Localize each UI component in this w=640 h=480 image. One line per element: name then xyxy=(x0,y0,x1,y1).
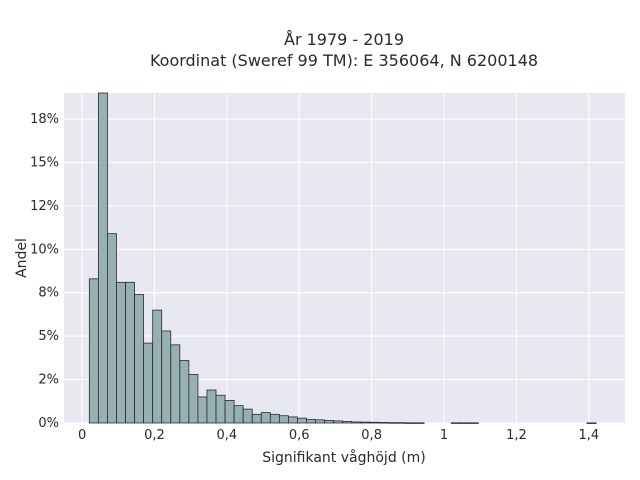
histogram-bar xyxy=(269,413,280,424)
histogram-bar xyxy=(215,394,226,424)
histogram-bars xyxy=(88,92,597,424)
histogram-bar xyxy=(450,422,461,424)
x-tick-label: 0,4 xyxy=(217,428,238,443)
histogram-bar xyxy=(161,330,172,424)
histogram-bar xyxy=(125,281,135,424)
y-tick-label: 10% xyxy=(30,242,59,257)
histogram-bar xyxy=(170,344,181,424)
histogram-bar xyxy=(315,419,325,424)
y-tick-label: 15% xyxy=(30,155,59,170)
histogram-bar xyxy=(414,422,425,424)
histogram-bar xyxy=(107,233,117,424)
x-tick-label: 0 xyxy=(78,428,86,443)
histogram-bar xyxy=(468,422,479,424)
histogram-bar xyxy=(188,373,199,424)
x-tick-label: 1,2 xyxy=(506,428,527,443)
histogram-bar xyxy=(233,405,244,424)
x-tick-label: 0,8 xyxy=(361,428,382,443)
histogram-bar xyxy=(360,421,371,424)
histogram-bar xyxy=(224,400,235,424)
histogram-bar xyxy=(97,92,108,424)
y-tick-label: 2% xyxy=(38,373,59,388)
histogram-bar xyxy=(197,396,208,424)
chart-title-line2: Koordinat (Sweref 99 TM): E 356064, N 62… xyxy=(150,51,538,70)
y-tick-label: 8% xyxy=(38,286,59,301)
histogram-bar xyxy=(342,421,353,424)
y-tick-labels: 0% 2% 5% 8% 10% 12% 15% 18% xyxy=(30,112,59,431)
histogram-bar xyxy=(260,412,271,424)
x-tick-labels: 0 0,2 0,4 0,6 0,8 1 1,2 1,4 xyxy=(78,428,599,443)
histogram-bar xyxy=(306,419,316,424)
y-axis-label: Andel xyxy=(14,238,30,278)
histogram-bar xyxy=(242,408,253,424)
y-tick-label: 0% xyxy=(38,416,59,431)
histogram-bar xyxy=(88,278,99,424)
y-tick-label: 5% xyxy=(38,329,59,344)
histogram-bar xyxy=(378,422,389,424)
x-tick-label: 1,4 xyxy=(578,428,599,443)
y-tick-label: 18% xyxy=(30,112,59,127)
histogram-bar xyxy=(333,420,344,424)
histogram-bar xyxy=(405,422,416,424)
histogram-bar xyxy=(297,417,307,424)
histogram-bar xyxy=(143,342,154,424)
histogram-bar xyxy=(179,360,190,424)
histogram-bar xyxy=(251,413,262,424)
histogram-bar xyxy=(278,415,289,424)
chart-title-line1: År 1979 - 2019 xyxy=(284,30,404,49)
histogram-bar xyxy=(324,419,335,424)
x-tick-label: 1 xyxy=(440,428,448,443)
histogram-bar xyxy=(206,389,217,424)
x-axis-label: Signifikant våghöjd (m) xyxy=(262,449,425,466)
histogram-bar xyxy=(134,294,145,424)
histogram-bar xyxy=(459,422,470,424)
x-tick-label: 0,2 xyxy=(144,428,165,443)
histogram-bar xyxy=(152,309,163,424)
histogram-bar xyxy=(387,422,398,424)
histogram-bar xyxy=(586,422,597,424)
y-tick-label: 12% xyxy=(30,199,59,214)
histogram-bar xyxy=(287,416,298,424)
histogram-bar xyxy=(369,421,380,424)
histogram-bar xyxy=(396,422,407,424)
histogram-bar xyxy=(351,421,362,424)
x-tick-label: 0,6 xyxy=(289,428,310,443)
histogram-bar xyxy=(116,281,126,424)
